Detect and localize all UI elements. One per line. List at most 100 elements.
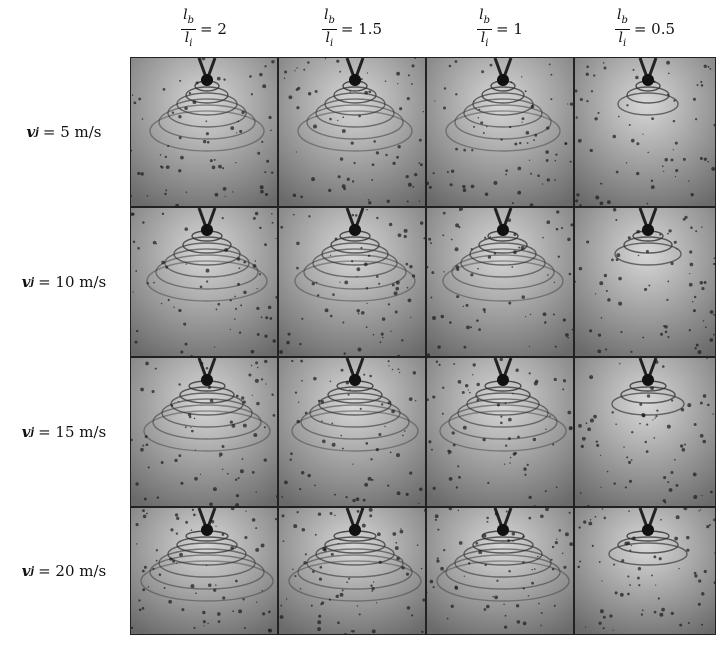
droplet [323, 548, 326, 551]
droplet [555, 153, 557, 155]
droplet [146, 513, 148, 515]
impact [497, 374, 509, 386]
droplet [236, 494, 239, 497]
droplet [185, 426, 187, 428]
droplet [200, 474, 201, 475]
subscript: j [30, 277, 34, 288]
droplet [195, 449, 196, 450]
droplet [451, 170, 454, 173]
droplet [406, 175, 409, 178]
droplet [313, 377, 317, 381]
droplet [505, 444, 507, 446]
droplet [612, 135, 616, 139]
droplet [132, 95, 133, 96]
droplet [295, 391, 297, 393]
droplet [217, 77, 221, 81]
droplet [613, 482, 615, 484]
droplet [690, 263, 694, 267]
droplet [288, 95, 292, 99]
droplet [230, 126, 234, 130]
droplet [371, 587, 374, 590]
droplet [549, 63, 551, 65]
droplet [419, 487, 423, 491]
droplet [237, 121, 239, 123]
droplet [360, 408, 362, 410]
droplet [303, 561, 306, 564]
droplet [138, 599, 140, 601]
droplet [335, 238, 338, 241]
droplet [257, 152, 260, 155]
droplet [508, 437, 511, 440]
droplet [552, 546, 554, 548]
droplet [268, 116, 271, 119]
droplet [343, 187, 346, 190]
droplet [576, 116, 578, 118]
droplet [637, 577, 640, 580]
droplet [468, 562, 470, 564]
droplet [569, 273, 572, 276]
droplet [415, 400, 416, 401]
droplet [176, 517, 179, 520]
droplet [245, 511, 246, 512]
droplet [522, 117, 525, 120]
droplet [450, 183, 453, 186]
subscript: b [188, 15, 194, 26]
numerator: lb [322, 7, 337, 30]
impact [497, 524, 509, 536]
droplet [589, 329, 592, 332]
droplet [313, 124, 317, 128]
droplet [338, 175, 341, 178]
droplet [371, 590, 373, 592]
droplet [443, 107, 446, 110]
droplet [453, 363, 455, 365]
droplet [601, 317, 603, 319]
droplet [260, 190, 264, 194]
droplet [534, 568, 536, 570]
droplet [330, 315, 333, 318]
photo-panel [278, 357, 426, 507]
droplet [463, 426, 467, 430]
droplet [193, 627, 195, 629]
droplet [363, 499, 366, 502]
subscript: i [623, 37, 626, 48]
droplet [459, 210, 460, 211]
photo [131, 508, 278, 635]
photo [131, 358, 278, 507]
droplet [381, 403, 383, 405]
droplet [184, 227, 188, 231]
droplet [342, 116, 344, 118]
droplet [359, 613, 361, 615]
droplet [581, 445, 584, 448]
droplet [503, 604, 504, 605]
droplet [255, 260, 257, 262]
droplet [680, 444, 683, 447]
droplet [224, 248, 228, 252]
droplet [604, 67, 607, 70]
droplet [659, 557, 662, 560]
droplet [294, 70, 295, 71]
droplet [698, 579, 701, 582]
droplet [366, 326, 368, 328]
droplet [558, 529, 561, 532]
droplet [670, 262, 673, 265]
droplet [500, 138, 502, 140]
droplet [483, 308, 486, 311]
droplet [280, 226, 283, 229]
droplet [252, 395, 253, 396]
droplet [358, 313, 359, 314]
droplet [271, 172, 273, 174]
droplet [407, 287, 409, 289]
droplet [432, 395, 435, 398]
droplet [472, 374, 473, 375]
droplet [218, 165, 222, 169]
droplet [676, 515, 680, 519]
droplet [148, 466, 150, 468]
droplet [603, 517, 606, 520]
droplet [523, 587, 525, 589]
droplet [395, 287, 399, 291]
droplet [527, 464, 529, 466]
droplet [292, 568, 294, 570]
droplet [369, 514, 372, 517]
droplet [261, 543, 265, 547]
